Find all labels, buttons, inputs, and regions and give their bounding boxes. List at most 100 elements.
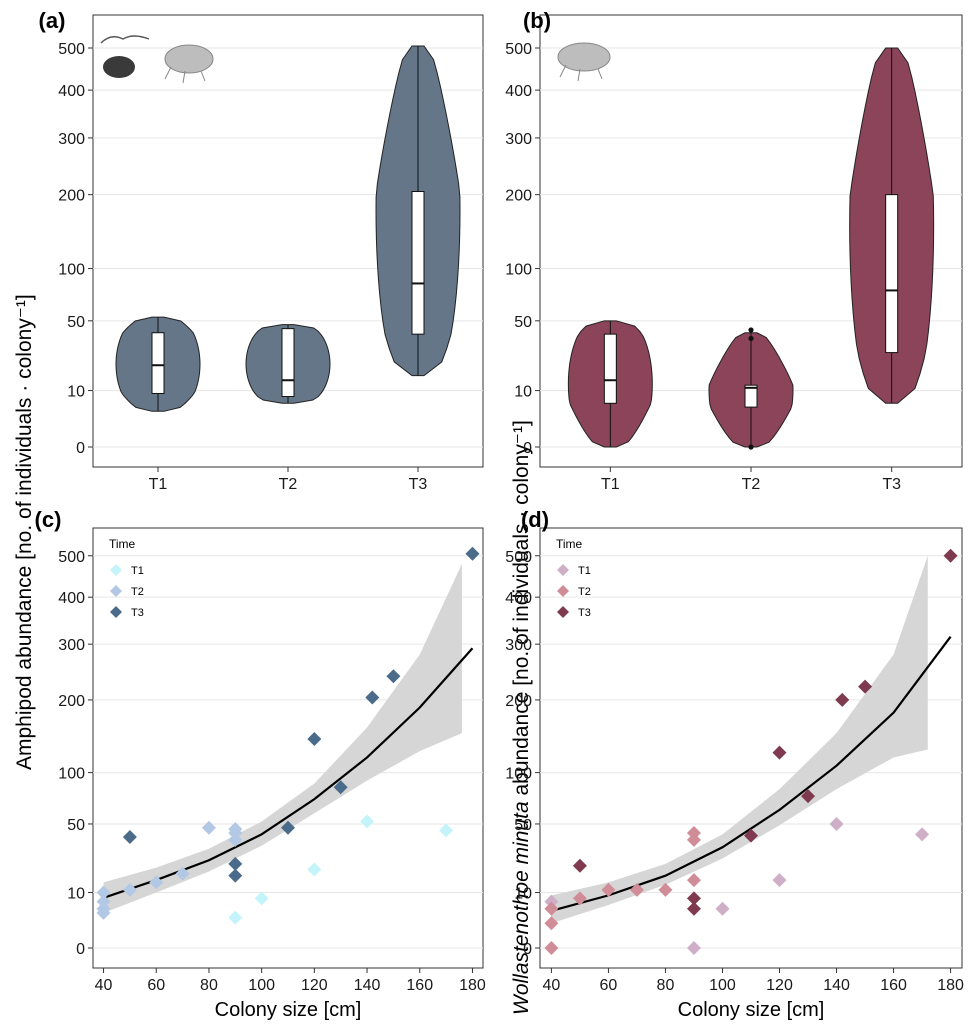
point-T1: [829, 816, 844, 831]
legend-title: Time: [556, 537, 583, 551]
point-T1: [544, 894, 559, 909]
x-tick-label: 120: [766, 977, 793, 994]
y-tick-label: 50: [514, 817, 532, 834]
x-tick-label: 120: [301, 977, 328, 994]
y-tick-label: 200: [58, 693, 85, 710]
point-T1: [360, 814, 375, 829]
box-T2: [744, 384, 758, 408]
y-tick-label: 0: [76, 941, 85, 958]
y-tick-label: 200: [505, 188, 532, 205]
y-tick-label: 300: [58, 131, 85, 148]
y-tick-label: 300: [58, 637, 85, 654]
y-tick-label: 400: [58, 83, 85, 100]
point-T1: [228, 910, 243, 925]
y-tick-label: 100: [505, 766, 532, 783]
point-T2: [572, 891, 587, 906]
panel-b-violin: 0 10 50 100 200 300 400 500 (b) T1 T2 T3: [505, 8, 963, 493]
y-tick-label: 500: [505, 41, 532, 58]
x-axis-label: Colony size [cm]: [678, 999, 825, 1021]
panel-label: (c): [35, 507, 62, 532]
point-T3: [228, 868, 243, 883]
icon-body: [557, 42, 611, 72]
legend-title: Time: [109, 537, 136, 551]
y-tick-label: 300: [505, 131, 532, 148]
point-T3: [686, 901, 701, 916]
legend-swatch: [557, 606, 569, 618]
box-T1: [151, 332, 165, 394]
legend-label: T2: [131, 586, 144, 598]
panel-label: (b): [523, 8, 551, 33]
x-tick-label: T1: [601, 476, 620, 493]
point-T3: [228, 856, 243, 871]
panel-d-scatter: 0 10 50 100 200 300 400 500 (d) 40 60 80 100 120 140 16…: [505, 507, 964, 1021]
x-tick-label: T3: [409, 476, 428, 493]
box-T2: [281, 328, 295, 398]
point-T3: [281, 820, 295, 835]
point-T3: [333, 780, 348, 795]
point-T3: [122, 830, 137, 845]
panel-c-scatter: 0 10 50 100 200 300 400 500 (c) 40 60 80 100 120 140 16…: [35, 507, 486, 1021]
x-tick-label: T2: [742, 476, 761, 493]
point-T3: [386, 669, 401, 684]
point-T3: [365, 690, 380, 705]
legend-swatch: [557, 585, 569, 597]
point-T2: [175, 866, 190, 881]
point-T2: [96, 885, 111, 900]
y-tick-label: 300: [505, 637, 532, 654]
y-tick-label: 0: [523, 941, 532, 958]
fit-line: [103, 647, 474, 899]
y-tick-label: 10: [67, 886, 85, 903]
legend-swatch: [110, 606, 122, 618]
x-axis-label: Colony size [cm]: [215, 999, 362, 1021]
x-tick-label: 60: [600, 977, 618, 994]
point-T2: [228, 822, 243, 837]
x-tick-label: 160: [406, 977, 433, 994]
confidence-band: [551, 555, 928, 924]
point-T1: [686, 941, 701, 955]
y-tick-label: 500: [58, 41, 85, 58]
point-T1: [439, 823, 454, 838]
legend-label: T1: [578, 565, 591, 577]
point-T2: [658, 882, 673, 897]
point-T2: [629, 882, 644, 897]
fit-line: [551, 636, 952, 912]
legend-swatch: [110, 585, 122, 597]
y-tick-label: 0: [523, 440, 532, 457]
x-tick-label: 100: [248, 977, 275, 994]
y-axis-label-right-italic: Wollastenothoe minuta: [510, 801, 533, 1015]
y-axis-label-right: Wollastenothoe minuta abundance [no. of …: [510, 420, 533, 1015]
point-T1: [715, 901, 730, 916]
x-tick-label: T1: [149, 476, 168, 493]
y-tick-label: 10: [67, 384, 85, 401]
point-T1: [307, 862, 322, 877]
point-T2: [686, 825, 701, 840]
y-tick-label: 100: [58, 262, 85, 279]
x-tick-label: 140: [354, 977, 381, 994]
x-tick-label: 160: [880, 977, 907, 994]
x-tick-label: 180: [937, 977, 964, 994]
y-tick-label: 50: [67, 314, 85, 331]
point-T3: [835, 692, 850, 707]
y-tick-label: 200: [58, 188, 85, 205]
point-T2: [149, 875, 164, 890]
y-tick-label: 200: [505, 693, 532, 710]
point-T2: [544, 941, 559, 955]
legend-label: T1: [131, 565, 144, 577]
x-tick-label: 140: [823, 977, 850, 994]
point-T2: [686, 873, 701, 888]
point-T3: [744, 828, 758, 843]
point-T3: [858, 679, 873, 694]
point-T3: [801, 789, 816, 804]
y-tick-label: 500: [505, 549, 532, 566]
point-T3: [772, 745, 787, 760]
x-tick-label: 80: [200, 977, 218, 994]
box-T3: [885, 194, 899, 354]
point-T2: [544, 901, 559, 916]
icon-stroke: [100, 35, 150, 44]
point-T2: [122, 882, 137, 897]
panel-a-violin: 0 10 50 100 200 300 400 500 (a) T1 T2 T3: [39, 8, 484, 493]
x-tick-label: 180: [459, 977, 486, 994]
y-tick-label: 100: [58, 766, 85, 783]
amphipod-drawing-icon: [164, 44, 214, 84]
